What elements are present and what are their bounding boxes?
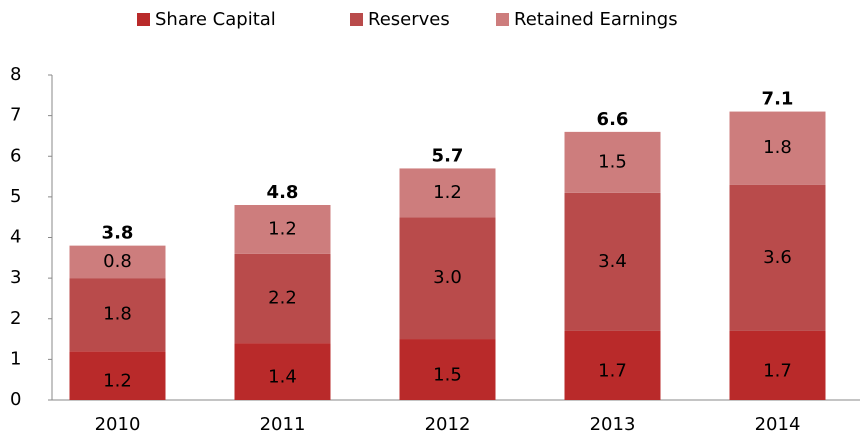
- bar-segment: [234, 343, 331, 400]
- bar-segment: [69, 245, 166, 279]
- bar-segment: [729, 184, 826, 331]
- y-tick-label: 5: [10, 186, 21, 207]
- data-label: 0.8: [103, 251, 132, 272]
- data-label: 1.5: [598, 151, 627, 172]
- data-label: 2.2: [268, 287, 297, 308]
- legend-label: Share Capital: [155, 9, 276, 30]
- y-tick-label: 6: [10, 145, 21, 166]
- bar-segment: [234, 205, 331, 254]
- y-tick-label: 4: [10, 227, 21, 248]
- data-label: 3.0: [433, 267, 462, 288]
- bar-segment: [729, 330, 826, 400]
- x-tick-label: 2010: [95, 414, 141, 435]
- data-label: 1.2: [268, 218, 297, 239]
- bar-segment: [399, 168, 496, 218]
- bar-segment: [69, 351, 166, 400]
- x-tick-label: 2014: [755, 414, 801, 435]
- total-label: 6.6: [597, 109, 629, 130]
- legend-label: Retained Earnings: [514, 9, 678, 30]
- bar-segment: [399, 217, 496, 340]
- y-tick-label: 1: [10, 348, 21, 369]
- legend-swatch: [496, 13, 509, 26]
- bar-segment: [399, 339, 496, 400]
- y-tick-label: 2: [10, 308, 21, 329]
- x-tick-label: 2011: [260, 414, 306, 435]
- data-label: 1.7: [598, 360, 627, 381]
- bar-segment: [69, 278, 166, 352]
- y-tick-label: 0: [10, 389, 21, 410]
- bar-segment: [564, 131, 661, 193]
- total-label: 4.8: [267, 182, 299, 203]
- data-label: 1.8: [763, 137, 792, 158]
- y-tick-label: 3: [10, 267, 21, 288]
- bar-segment: [729, 111, 826, 185]
- legend-label: Reserves: [368, 9, 450, 30]
- y-tick-label: 8: [10, 64, 21, 85]
- total-label: 3.8: [102, 223, 134, 244]
- data-label: 1.7: [763, 360, 792, 381]
- x-tick-label: 2012: [425, 414, 471, 435]
- data-label: 1.2: [433, 182, 462, 203]
- legend-swatch: [137, 13, 150, 26]
- data-label: 3.4: [598, 251, 627, 272]
- data-label: 1.4: [268, 367, 297, 388]
- data-label: 1.2: [103, 371, 132, 392]
- data-label: 1.8: [103, 304, 132, 325]
- total-label: 7.1: [762, 89, 794, 110]
- y-tick-label: 7: [10, 105, 21, 126]
- data-label: 1.5: [433, 365, 462, 386]
- legend-swatch: [350, 13, 363, 26]
- bar-segment: [564, 192, 661, 331]
- data-label: 3.6: [763, 247, 792, 268]
- bar-segment: [564, 330, 661, 400]
- x-tick-label: 2013: [590, 414, 636, 435]
- bar-segment: [234, 253, 331, 344]
- total-label: 5.7: [432, 145, 464, 166]
